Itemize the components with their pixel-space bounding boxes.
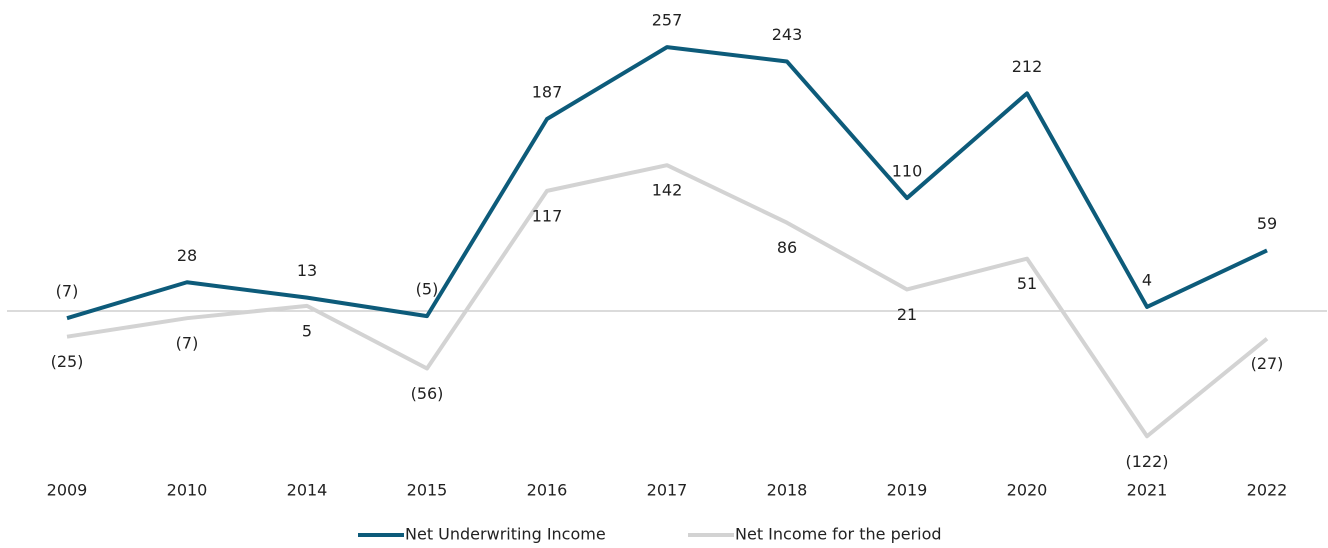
data-label: (25) <box>51 352 84 371</box>
data-label: 59 <box>1257 214 1277 233</box>
data-label: (122) <box>1125 452 1168 471</box>
data-label: (5) <box>416 280 439 299</box>
data-label: 142 <box>652 181 683 200</box>
data-label: 28 <box>177 246 197 265</box>
x-tick-label: 2022 <box>1247 481 1288 500</box>
data-label: (56) <box>411 384 444 403</box>
data-label: 243 <box>772 25 803 44</box>
x-tick-label: 2020 <box>1007 481 1048 500</box>
x-tick-label: 2021 <box>1127 481 1168 500</box>
data-label: (7) <box>56 282 79 301</box>
x-tick-label: 2014 <box>287 481 328 500</box>
data-label: (7) <box>176 334 199 353</box>
data-label: 187 <box>532 83 563 102</box>
data-label: (27) <box>1251 354 1284 373</box>
data-label: 51 <box>1017 274 1037 293</box>
x-tick-label: 2018 <box>767 481 808 500</box>
data-label: 13 <box>297 261 317 280</box>
data-label: 5 <box>302 321 312 340</box>
data-label: 4 <box>1142 270 1152 289</box>
data-label: 21 <box>897 305 917 324</box>
data-label: 212 <box>1012 57 1043 76</box>
x-tick-label: 2015 <box>407 481 448 500</box>
data-label: 110 <box>892 162 923 181</box>
series-line <box>66 45 1268 321</box>
x-tick-label: 2019 <box>887 481 928 500</box>
legend-label: Net Underwriting Income <box>405 525 606 544</box>
x-tick-label: 2009 <box>47 481 88 500</box>
series-line <box>66 163 1269 439</box>
data-label: 257 <box>652 11 683 30</box>
data-label: 117 <box>532 206 563 225</box>
x-tick-label: 2010 <box>167 481 208 500</box>
x-tick-label: 2017 <box>647 481 688 500</box>
legend-label: Net Income for the period <box>735 525 942 544</box>
data-label: 86 <box>777 238 797 257</box>
x-tick-label: 2016 <box>527 481 568 500</box>
